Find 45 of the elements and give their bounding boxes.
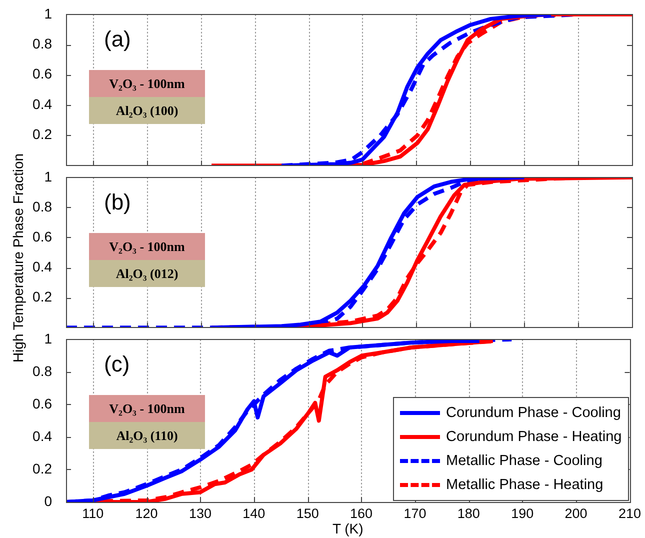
annotation: V₂O₃ - 100nm: [89, 395, 205, 422]
x-tick-label: 150: [296, 506, 319, 521]
y-tick-label: 0.2: [32, 288, 52, 304]
y-tick-label: 0.6: [32, 228, 52, 244]
legend-label: Metallic Phase - Cooling: [446, 453, 602, 469]
y-tick-label: 0.2: [32, 460, 52, 476]
y-tick-label: 0.8: [32, 362, 52, 379]
legend-label: Corundum Phase - Cooling: [446, 405, 621, 421]
y-tick-label: 0.8: [32, 36, 52, 52]
annotation: (a): [104, 26, 131, 52]
y-tick-label: 1: [44, 168, 52, 184]
x-tick-label: 170: [404, 506, 426, 521]
layer-stack-label: V₂O₃ - 100nm Al₂O₃ (012): [89, 233, 205, 288]
legend-label: Corundum Phase - Heating: [446, 429, 622, 445]
y-tick-label: 0.6: [32, 395, 52, 412]
y-tick-label: 1: [44, 330, 52, 346]
annotation: Al₂O₃ (012): [89, 260, 205, 288]
layer-stack-label: V₂O₃ - 100nm Al₂O₃ (110): [89, 395, 205, 450]
y-tick-label: 0.4: [32, 258, 52, 274]
y-tick-label: 0.2: [32, 126, 52, 142]
annotation: (c): [104, 351, 130, 376]
y-tick-label: 0.8: [32, 198, 52, 214]
y-tick-label: 1: [44, 5, 52, 22]
annotation: Al₂O₃ (100): [89, 97, 205, 124]
x-tick-label: 190: [511, 506, 534, 521]
x-tick-label: 180: [457, 506, 480, 521]
annotation: Al₂O₃ (110): [89, 422, 205, 450]
x-axis-title: T (K): [332, 520, 364, 536]
x-tick-label: 210: [618, 506, 642, 521]
legend-label: Metallic Phase - Heating: [446, 477, 604, 493]
y-axis-title: High Temperature Phase Fraction: [10, 153, 26, 363]
x-tick-label: 110: [82, 506, 104, 521]
y-tick-label: 0.4: [32, 96, 52, 112]
layer-stack-label: V₂O₃ - 100nm Al₂O₃ (100): [89, 70, 205, 124]
annotation: (b): [104, 189, 131, 214]
annotation: V₂O₃ - 100nm: [89, 233, 205, 260]
annotation: V₂O₃ - 100nm: [89, 70, 205, 98]
y-tick-label: 0.4: [32, 428, 52, 444]
y-tick-label: 0: [44, 492, 52, 509]
x-tick-label: 200: [564, 506, 588, 521]
x-tick-label: 140: [242, 506, 266, 521]
x-tick-label: 160: [350, 506, 373, 521]
y-tick-label: 0.6: [32, 66, 52, 82]
x-tick-label: 130: [188, 506, 212, 521]
x-tick-label: 120: [135, 506, 158, 521]
